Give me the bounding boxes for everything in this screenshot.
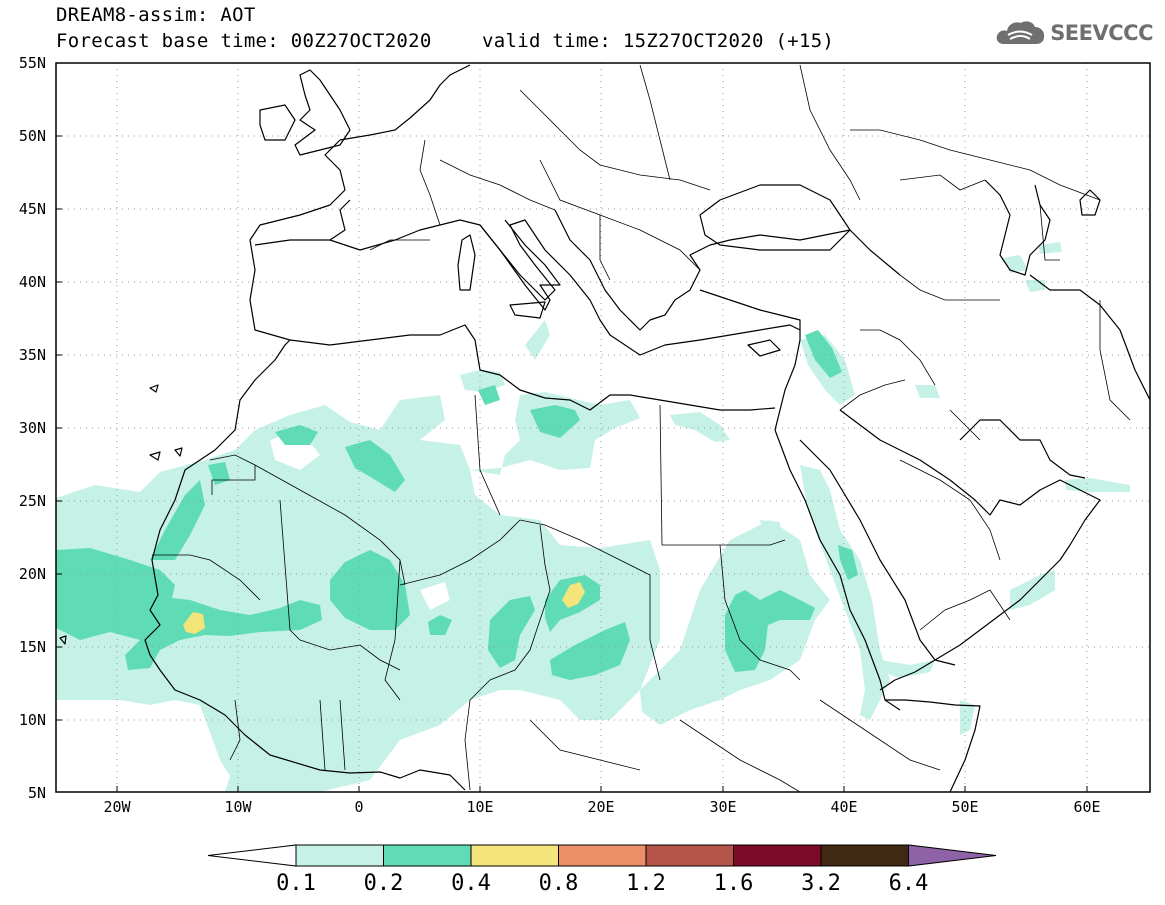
lat-label-55n: 55N [19, 54, 46, 72]
lat-label-35n: 35N [19, 346, 46, 364]
coastlines [59, 64, 1150, 792]
lon-label-60e: 60E [1073, 798, 1100, 816]
axis-ticks [56, 135, 1088, 792]
colorbar-label-0.2: 0.2 [364, 871, 404, 896]
colorbar-box-1 [295, 844, 384, 867]
lon-label-20e: 20E [587, 798, 614, 816]
colorbar-label-3.2: 3.2 [801, 871, 841, 896]
colorbar-lower-arrow [207, 844, 297, 867]
lat-label-10n: 10N [19, 711, 46, 729]
colorbar-label-0.1: 0.1 [276, 871, 316, 896]
colorbar-label-0.8: 0.8 [539, 871, 579, 896]
colorbar-box-2 [383, 844, 472, 867]
valid-time: valid time: 15Z27OCT2020 (+15) [482, 30, 835, 52]
seevccc-logo: SEEVCCC [994, 18, 1153, 48]
country-borders [152, 64, 1131, 792]
map-gridlines [56, 63, 1150, 792]
colorbar-box-3 [470, 844, 559, 867]
lat-label-5n: 5N [28, 784, 46, 802]
lat-label-20n: 20N [19, 565, 46, 583]
colorbar-upper-arrow [908, 844, 997, 867]
lat-label-40n: 40N [19, 273, 46, 291]
lat-label-45n: 45N [19, 200, 46, 218]
colorbar-box-5 [645, 844, 734, 867]
lon-label-20w: 20W [103, 798, 131, 816]
lon-label-30e: 30E [709, 798, 736, 816]
colorbar-label-1.6: 1.6 [714, 871, 754, 896]
aot-contour-0.4 [183, 582, 585, 634]
lat-label-50n: 50N [19, 127, 46, 145]
cloud-icon [996, 21, 1045, 44]
colorbar-label-0.4: 0.4 [451, 871, 491, 896]
lon-label-40e: 40E [830, 798, 857, 816]
lon-label-10w: 10W [224, 798, 252, 816]
colorbar [207, 844, 997, 867]
colorbar-box-6 [733, 844, 822, 867]
lon-label-10e: 10E [466, 798, 493, 816]
colorbar-label-1.2: 1.2 [626, 871, 666, 896]
map-title: DREAM8-assim: AOT [56, 4, 256, 26]
forecast-base-time: Forecast base time: 00Z27OCT2020 [56, 30, 432, 52]
lat-label-15n: 15N [19, 638, 46, 656]
lat-label-30n: 30N [19, 419, 46, 437]
logo-text: SEEVCCC [1050, 21, 1153, 45]
lon-label-0: 0 [354, 798, 363, 816]
aot-contour-0.2 [56, 330, 858, 680]
colorbar-box-7 [820, 844, 909, 867]
colorbar-box-4 [558, 844, 647, 867]
colorbar-label-6.4: 6.4 [889, 871, 929, 896]
lat-label-25n: 25N [19, 492, 46, 510]
lon-label-50e: 50E [951, 798, 978, 816]
